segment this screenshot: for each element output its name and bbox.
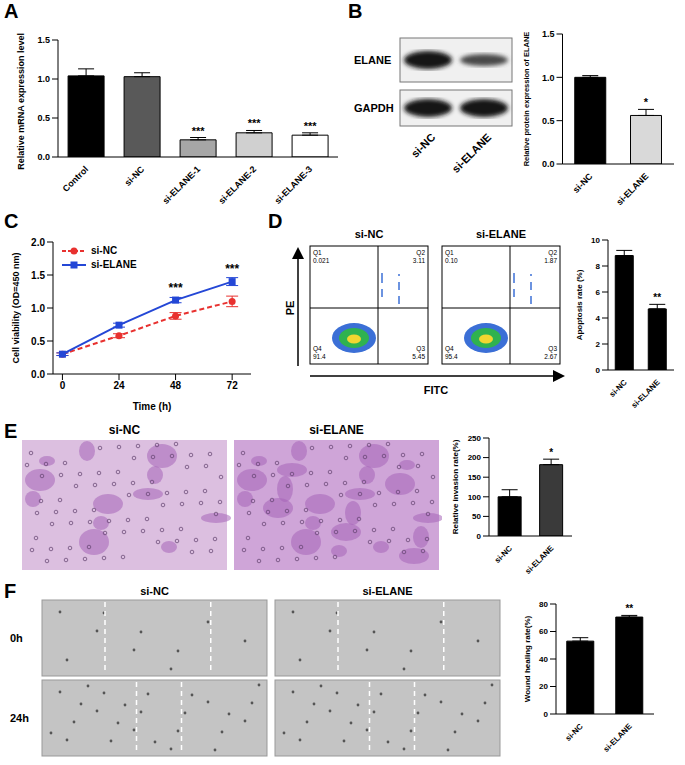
svg-text:20: 20 [539, 682, 548, 691]
html-text:si-ELANE: si-ELANE [91, 259, 137, 270]
svg-text:1.0: 1.0 [542, 73, 555, 83]
svg-text:200: 200 [468, 453, 482, 462]
svg-text:48: 48 [170, 380, 182, 391]
svg-text:**: ** [625, 603, 633, 614]
svg-text:0.5: 0.5 [31, 336, 45, 347]
svg-text:si-ELANE: si-ELANE [362, 585, 412, 597]
svg-text:Q32.67: Q32.67 [544, 345, 557, 360]
svg-text:***: *** [304, 120, 318, 132]
svg-text:1.0: 1.0 [37, 74, 50, 84]
html-text:A: A [4, 0, 19, 22]
html-text:B: B [348, 0, 363, 22]
svg-text:Cell viability (OD=450 nm): Cell viability (OD=450 nm) [11, 253, 21, 364]
svg-text:2: 2 [596, 340, 601, 349]
svg-text:0: 0 [60, 380, 66, 391]
svg-text:Q10.10: Q10.10 [445, 249, 458, 264]
html-text:C: C [4, 210, 19, 232]
svg-text:si-NC: si-NC [608, 378, 629, 399]
html-text:si-NC: si-NC [91, 245, 118, 256]
svg-text:0: 0 [596, 366, 601, 375]
svg-text:Relative invasion rate(%): Relative invasion rate(%) [451, 439, 460, 534]
svg-text:50: 50 [472, 512, 481, 521]
svg-text:si-NC: si-NC [493, 544, 514, 565]
svg-text:Relative mRNA expression level: Relative mRNA expression level [17, 33, 27, 170]
svg-text:0.0: 0.0 [31, 369, 45, 380]
svg-text:***: *** [192, 125, 206, 137]
svg-text:Q491.4: Q491.4 [313, 345, 326, 360]
svg-text:Wound healing rate(%): Wound healing rate(%) [523, 615, 532, 702]
svg-text:10: 10 [591, 236, 600, 245]
svg-text:40: 40 [539, 655, 548, 664]
svg-text:si-ELANE: si-ELANE [309, 423, 364, 437]
svg-text:72: 72 [227, 380, 239, 391]
svg-text:Relative protein expression of: Relative protein expression of ELANE [522, 32, 531, 167]
svg-text:si-NC: si-NC [564, 722, 585, 743]
svg-text:FITC: FITC [424, 384, 448, 396]
svg-text:si-ELANE-1: si-ELANE-1 [161, 164, 203, 206]
svg-text:si-ELANE: si-ELANE [449, 131, 493, 175]
svg-text:Q10.021: Q10.021 [313, 249, 330, 264]
svg-text:80: 80 [539, 600, 548, 609]
svg-text:Q35.45: Q35.45 [412, 345, 425, 360]
svg-text:0.5: 0.5 [37, 113, 50, 123]
svg-text:8: 8 [596, 262, 601, 271]
svg-text:Q23.11: Q23.11 [413, 249, 426, 264]
html-text:F: F [4, 580, 17, 602]
svg-text:100: 100 [468, 493, 482, 502]
svg-text:PE: PE [284, 301, 296, 316]
svg-text:***: *** [169, 281, 183, 295]
svg-text:1.5: 1.5 [37, 35, 50, 45]
svg-text:si-ELANE: si-ELANE [630, 377, 663, 410]
html-text:D: D [268, 210, 283, 232]
svg-text:0.0: 0.0 [37, 152, 50, 162]
svg-text:**: ** [653, 292, 661, 303]
svg-text:si-ELANE: si-ELANE [602, 721, 635, 754]
svg-text:si-NC: si-NC [140, 585, 169, 597]
svg-text:si-ELANE: si-ELANE [476, 228, 526, 240]
svg-text:si-NC: si-NC [355, 228, 384, 240]
svg-text:ELANE: ELANE [354, 54, 391, 66]
html-text:E: E [4, 420, 18, 442]
svg-text:150: 150 [468, 473, 482, 482]
svg-text:si-NC: si-NC [123, 164, 147, 188]
svg-text:0.5: 0.5 [542, 116, 555, 126]
svg-text:0: 0 [477, 532, 482, 541]
svg-text:*: * [549, 447, 553, 458]
svg-text:1.0: 1.0 [31, 303, 45, 314]
svg-text:0: 0 [544, 710, 549, 719]
svg-text:si-NC: si-NC [409, 131, 438, 160]
svg-text:1.5: 1.5 [542, 29, 555, 39]
svg-text:***: *** [248, 117, 262, 129]
svg-text:*: * [644, 96, 649, 108]
svg-text:Control: Control [61, 164, 91, 194]
svg-text:24: 24 [113, 380, 125, 391]
svg-text:si-ELANE-2: si-ELANE-2 [217, 164, 259, 206]
svg-text:250: 250 [468, 434, 482, 443]
svg-text:1.5: 1.5 [31, 270, 45, 281]
svg-text:24h: 24h [10, 712, 29, 724]
svg-text:0.0: 0.0 [542, 159, 555, 169]
svg-text:si-NC: si-NC [109, 423, 141, 437]
svg-text:Q495.4: Q495.4 [445, 345, 458, 360]
svg-text:Q21.87: Q21.87 [544, 249, 557, 264]
svg-text:GAPDH: GAPDH [354, 102, 394, 114]
svg-text:***: *** [225, 262, 239, 276]
svg-text:0h: 0h [10, 632, 23, 644]
svg-text:2.0: 2.0 [31, 237, 45, 248]
svg-text:6: 6 [596, 288, 601, 297]
svg-text:4: 4 [596, 314, 601, 323]
svg-text:si-ELANE: si-ELANE [523, 543, 556, 576]
svg-text:si-NC: si-NC [571, 171, 595, 195]
svg-text:Apoptosis rate (%): Apoptosis rate (%) [575, 269, 584, 340]
svg-text:60: 60 [539, 627, 548, 636]
svg-text:si-ELANE-3: si-ELANE-3 [273, 164, 315, 206]
svg-text:si-ELANE: si-ELANE [614, 171, 650, 207]
svg-text:Time (h): Time (h) [133, 401, 172, 412]
